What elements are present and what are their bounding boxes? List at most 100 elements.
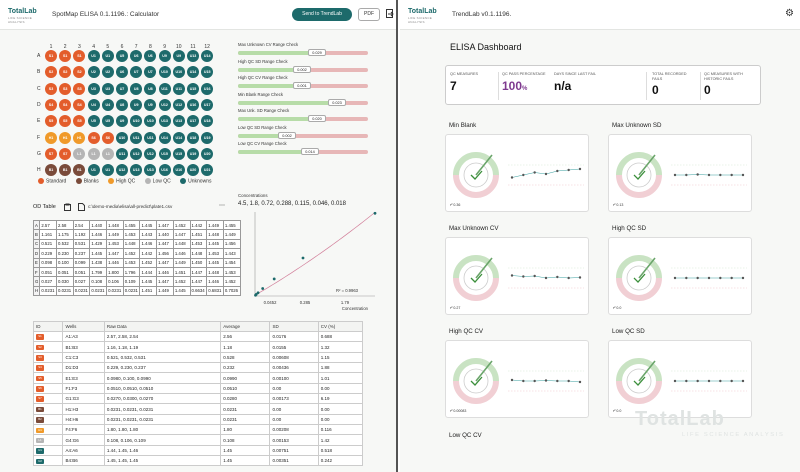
results-header[interactable]: SD bbox=[269, 321, 319, 332]
plate-well[interactable]: S3 bbox=[59, 82, 72, 95]
plate-well[interactable]: S4 bbox=[45, 98, 57, 111]
plate-well[interactable]: S3 bbox=[45, 82, 57, 95]
plate-well[interactable]: U12 bbox=[144, 147, 157, 160]
plate-well[interactable]: U9 bbox=[158, 50, 171, 62]
range-check-value[interactable]: 0.001 bbox=[293, 82, 311, 89]
plate-well[interactable]: U11 bbox=[172, 82, 185, 95]
plate-well[interactable]: U7 bbox=[116, 82, 128, 95]
plate-well[interactable]: U14 bbox=[201, 50, 214, 62]
range-check-slider[interactable]: 0.002 bbox=[238, 131, 368, 139]
plate-well[interactable]: U16 bbox=[158, 164, 171, 177]
plate-well[interactable]: U2 bbox=[101, 66, 114, 79]
qc-card[interactable]: r² 0.13 bbox=[608, 134, 752, 212]
plate-well[interactable]: S2 bbox=[59, 66, 72, 79]
range-check-slider[interactable]: 0.020 bbox=[238, 115, 368, 122]
file-icon[interactable] bbox=[78, 203, 85, 211]
plate-well[interactable]: U15 bbox=[158, 147, 171, 160]
plate-well[interactable]: U8 bbox=[130, 82, 143, 95]
plate-well[interactable]: L1 bbox=[101, 147, 114, 160]
results-header[interactable]: ID bbox=[32, 321, 64, 332]
plate-well[interactable]: U16 bbox=[172, 164, 185, 177]
plate-well[interactable]: U15 bbox=[201, 66, 214, 79]
plate-well[interactable]: U19 bbox=[201, 131, 214, 144]
plate-well[interactable]: U17 bbox=[187, 115, 199, 128]
plate-well[interactable]: U10 bbox=[144, 115, 157, 128]
plate-well[interactable]: U13 bbox=[130, 164, 143, 177]
plate-well[interactable]: S6 bbox=[101, 131, 114, 144]
plate-well[interactable]: U1 bbox=[101, 164, 114, 177]
plate-well[interactable]: L1 bbox=[73, 147, 86, 160]
plate-well[interactable]: B1 bbox=[45, 164, 57, 177]
range-check-value[interactable]: 0.023 bbox=[328, 98, 346, 106]
plate-well[interactable]: S1 bbox=[59, 50, 72, 62]
plate-well[interactable]: U17 bbox=[201, 98, 214, 111]
range-check-value[interactable]: 0.020 bbox=[308, 115, 326, 122]
plate-well[interactable]: U3 bbox=[87, 82, 100, 95]
plate-well[interactable]: H1 bbox=[45, 131, 57, 144]
plate-well[interactable]: U14 bbox=[187, 66, 199, 79]
range-check-slider[interactable]: 0.029 bbox=[238, 49, 368, 56]
plate-well[interactable]: S5 bbox=[59, 115, 72, 128]
plate-well[interactable]: U7 bbox=[144, 66, 157, 79]
results-header[interactable]: CV (%) bbox=[317, 321, 364, 332]
range-check-value[interactable]: 0.002 bbox=[293, 65, 311, 73]
plate-well[interactable]: S4 bbox=[59, 98, 72, 111]
plate-well[interactable]: U6 bbox=[144, 50, 157, 62]
plate-well[interactable]: U8 bbox=[116, 98, 128, 111]
plate-well[interactable]: U16 bbox=[201, 82, 214, 95]
qc-card[interactable]: r² 0.0 bbox=[608, 237, 752, 315]
plate-well[interactable]: U4 bbox=[101, 98, 114, 111]
plate-well[interactable]: U12 bbox=[130, 147, 143, 160]
plate-well[interactable]: H1 bbox=[73, 131, 86, 144]
qc-card[interactable]: r² 0.27 bbox=[445, 237, 589, 315]
plate-well[interactable]: U14 bbox=[158, 131, 171, 144]
results-header[interactable]: Average bbox=[220, 321, 271, 332]
plate-well[interactable]: U13 bbox=[172, 115, 185, 128]
results-header[interactable]: Raw Data bbox=[103, 321, 222, 332]
gear-icon[interactable]: ⚙ bbox=[785, 8, 794, 19]
qc-card[interactable]: r² 0.0 bbox=[608, 340, 752, 418]
plate-well[interactable]: S1 bbox=[45, 50, 57, 62]
plate-well[interactable]: U3 bbox=[101, 82, 114, 95]
plate-well[interactable]: S7 bbox=[45, 147, 57, 160]
plate-well[interactable]: U1 bbox=[87, 164, 100, 177]
plate-well[interactable]: U16 bbox=[187, 98, 199, 111]
plate-well[interactable]: S7 bbox=[59, 147, 72, 160]
range-check-slider[interactable]: 0.002 bbox=[238, 65, 368, 73]
qc-card[interactable]: r² 0.36 bbox=[445, 134, 589, 212]
plate-well[interactable]: B1 bbox=[73, 164, 86, 177]
plate-well[interactable]: U5 bbox=[101, 115, 114, 128]
plate-well[interactable]: U20 bbox=[187, 164, 199, 177]
plate-well[interactable]: U8 bbox=[144, 82, 157, 95]
range-check-slider[interactable]: 0.023 bbox=[238, 98, 368, 106]
plate-well[interactable]: U5 bbox=[116, 50, 128, 62]
plate-well[interactable]: U10 bbox=[172, 66, 185, 79]
plate-well[interactable]: H1 bbox=[59, 131, 72, 144]
plate-well[interactable]: U11 bbox=[144, 131, 157, 144]
plate-well[interactable]: U10 bbox=[116, 131, 128, 144]
plate-well[interactable]: U6 bbox=[116, 66, 128, 79]
range-check-value[interactable]: 0.029 bbox=[308, 49, 326, 56]
plate-well[interactable]: B1 bbox=[59, 164, 72, 177]
plate-well[interactable]: U18 bbox=[187, 131, 199, 144]
plate-well[interactable]: S5 bbox=[45, 115, 57, 128]
plate-well[interactable]: S6 bbox=[87, 131, 100, 144]
folder-icon[interactable] bbox=[64, 203, 71, 211]
plate-well[interactable]: U11 bbox=[158, 82, 171, 95]
plate-well[interactable]: U1 bbox=[101, 50, 114, 62]
plate-well[interactable]: U10 bbox=[130, 115, 143, 128]
plate-well[interactable]: U21 bbox=[201, 164, 214, 177]
plate-well[interactable]: U14 bbox=[172, 131, 185, 144]
range-check-value[interactable]: 0.014 bbox=[301, 148, 319, 155]
plate-well[interactable]: S2 bbox=[45, 66, 57, 79]
pdf-button[interactable]: PDF bbox=[358, 8, 380, 21]
plate-well[interactable]: U2 bbox=[87, 66, 100, 79]
export-icon[interactable] bbox=[386, 9, 394, 19]
plate-well[interactable]: U9 bbox=[116, 115, 128, 128]
plate-well[interactable]: S1 bbox=[73, 50, 86, 62]
plate-well[interactable]: U12 bbox=[116, 164, 128, 177]
more-options-icon[interactable]: ⋯ bbox=[219, 203, 225, 209]
range-check-slider[interactable]: 0.014 bbox=[238, 148, 368, 155]
send-to-trendlab-button[interactable]: Send to TrendLab bbox=[292, 8, 352, 21]
plate-well[interactable]: U13 bbox=[187, 50, 199, 62]
